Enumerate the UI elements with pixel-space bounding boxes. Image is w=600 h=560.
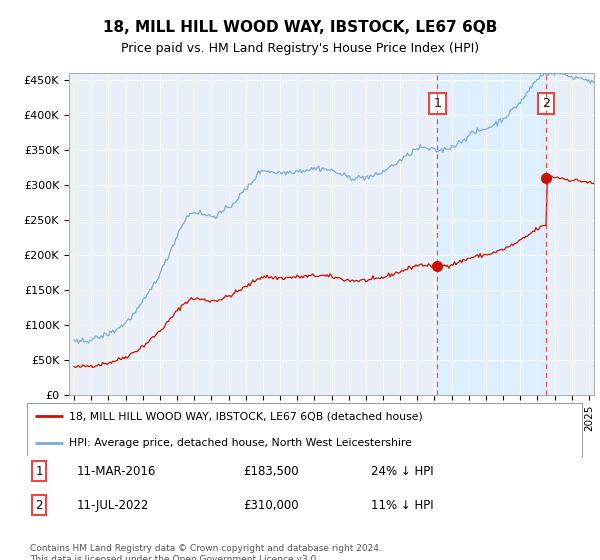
Bar bbox=[437, 73, 546, 395]
Text: 2: 2 bbox=[542, 97, 550, 110]
Text: Contains HM Land Registry data © Crown copyright and database right 2024.
This d: Contains HM Land Registry data © Crown c… bbox=[30, 544, 382, 560]
Text: £183,500: £183,500 bbox=[244, 464, 299, 478]
Text: 18, MILL HILL WOOD WAY, IBSTOCK, LE67 6QB (detached house): 18, MILL HILL WOOD WAY, IBSTOCK, LE67 6Q… bbox=[68, 412, 422, 422]
Text: HPI: Average price, detached house, North West Leicestershire: HPI: Average price, detached house, Nort… bbox=[68, 438, 412, 448]
Text: 11-MAR-2016: 11-MAR-2016 bbox=[77, 464, 157, 478]
Text: Price paid vs. HM Land Registry's House Price Index (HPI): Price paid vs. HM Land Registry's House … bbox=[121, 42, 479, 55]
Text: 2: 2 bbox=[35, 498, 43, 512]
Text: 24% ↓ HPI: 24% ↓ HPI bbox=[371, 464, 434, 478]
Text: 1: 1 bbox=[433, 97, 441, 110]
Text: 11% ↓ HPI: 11% ↓ HPI bbox=[371, 498, 434, 512]
Text: 1: 1 bbox=[35, 464, 43, 478]
Text: 18, MILL HILL WOOD WAY, IBSTOCK, LE67 6QB: 18, MILL HILL WOOD WAY, IBSTOCK, LE67 6Q… bbox=[103, 20, 497, 35]
Text: 11-JUL-2022: 11-JUL-2022 bbox=[77, 498, 149, 512]
Text: £310,000: £310,000 bbox=[244, 498, 299, 512]
